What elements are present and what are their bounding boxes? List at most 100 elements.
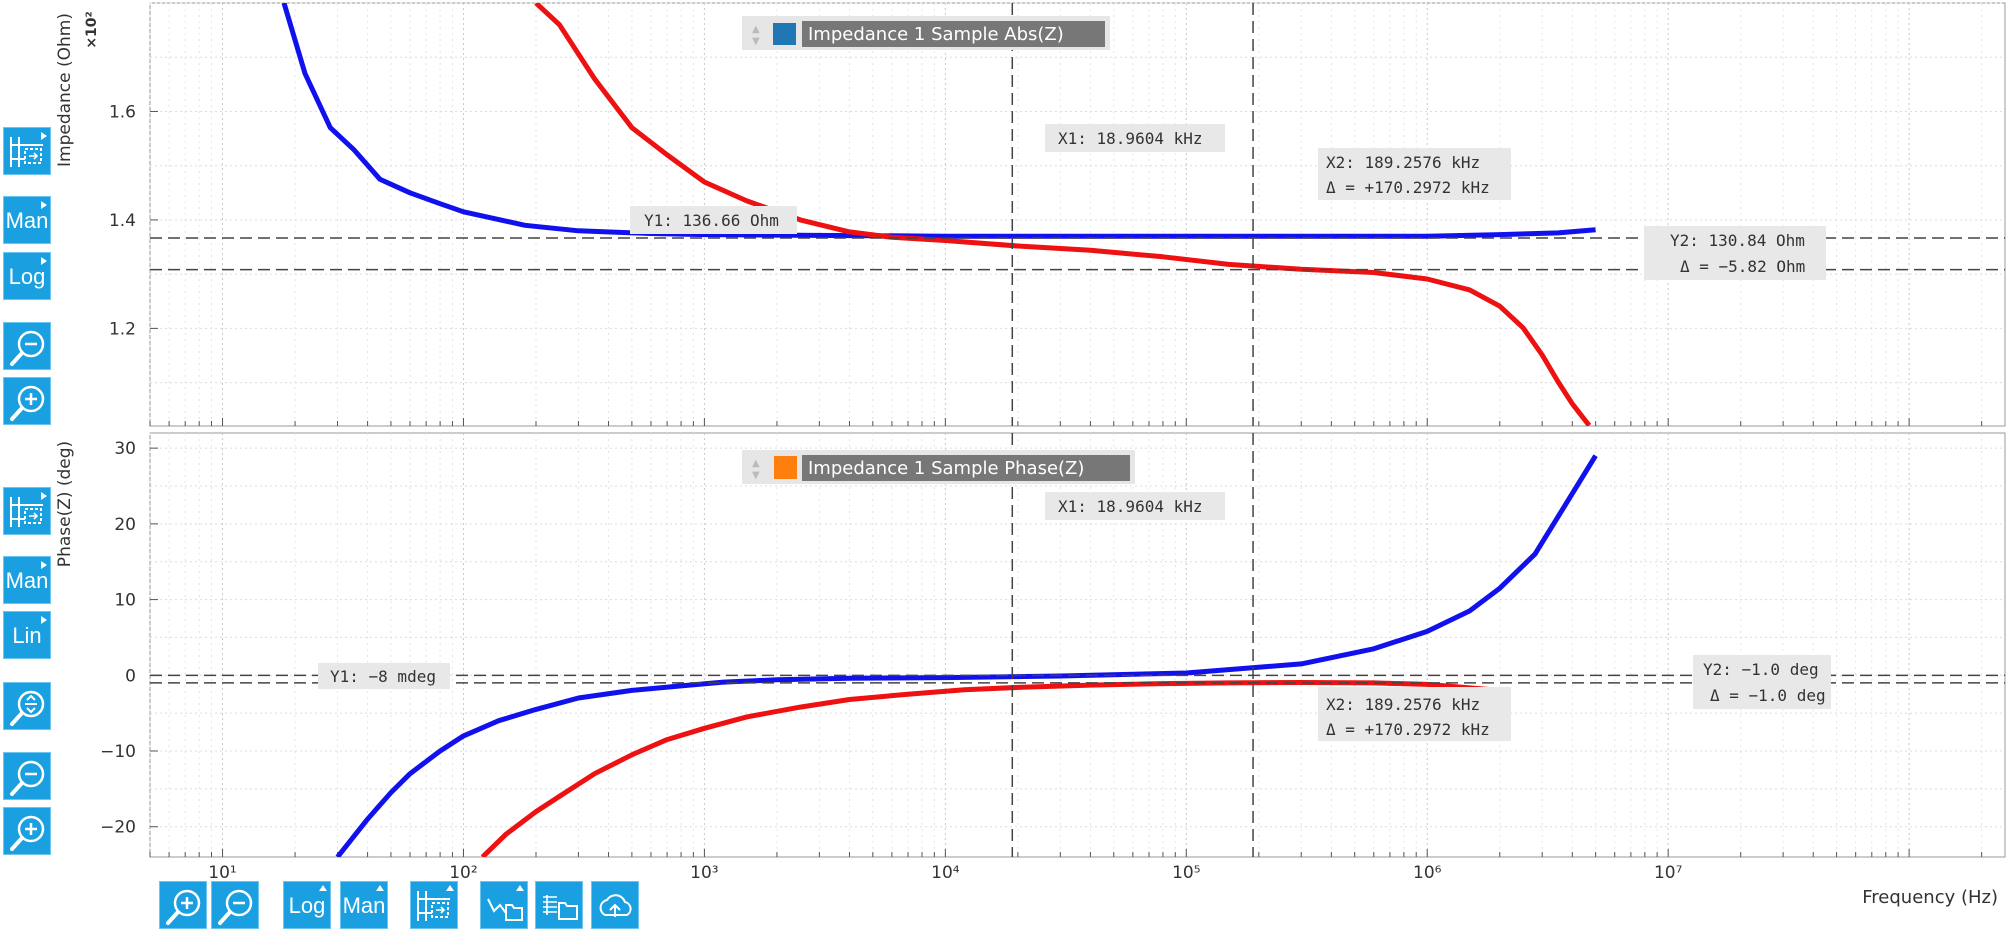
y-tick-label: −10 xyxy=(100,742,136,762)
plot-folder-icon xyxy=(482,883,526,927)
dropdown-arrow-icon xyxy=(516,885,524,891)
bottom-grid xyxy=(149,433,2005,857)
grid-fit-icon xyxy=(5,489,49,533)
bottom-cursor-x2-readout: X2: 189.2576 kHz xyxy=(1326,695,1480,714)
top-plot-frame xyxy=(149,2,2006,427)
dropdown-arrow-icon xyxy=(319,885,327,891)
x-tick-label: 10⁶ xyxy=(1413,863,1442,883)
x-axis-ticks: 10¹ 10² 10³ 10⁴ 10⁵ 10⁶ 10⁷ xyxy=(208,863,1682,883)
table-folder-icon xyxy=(537,883,581,927)
grid-fit-icon xyxy=(5,129,49,173)
manual-range-button-label: Man xyxy=(5,208,49,233)
top-cursor-y2-delta: Δ = −5.82 Ohm xyxy=(1680,257,1805,276)
x-axis-label: Frequency (Hz) xyxy=(1862,887,1998,908)
top-cursor-y1-readout: Y1: 136.66 Ohm xyxy=(644,211,779,230)
y-tick-label: −20 xyxy=(100,818,136,838)
top-cursor-x1-readout: X1: 18.9604 kHz xyxy=(1058,129,1203,148)
top-yticks: 1.2 1.4 1.6 xyxy=(109,102,158,339)
zoom-in-icon xyxy=(5,809,49,853)
dropdown-arrow-icon xyxy=(41,201,47,209)
top-multiplier: ×10² xyxy=(84,11,100,48)
top-cursors[interactable] xyxy=(150,3,2005,426)
zoom-out-button[interactable] xyxy=(3,322,51,370)
zoom-in-icon xyxy=(161,883,205,927)
x-manual-range-button[interactable]: Man xyxy=(340,881,388,929)
y-tick-label: 1.6 xyxy=(109,102,136,122)
fit-settings-button[interactable] xyxy=(3,487,51,535)
manual-range-button-label: Man xyxy=(5,568,49,593)
y-tick-label: 20 xyxy=(114,515,136,535)
svg-text:▼: ▼ xyxy=(752,470,760,481)
top-series xyxy=(281,3,1596,426)
bottom-cursor-x2-delta: Δ = +170.2972 kHz xyxy=(1326,720,1490,739)
x-manual-range-button-label: Man xyxy=(342,893,386,918)
blue-series-line xyxy=(335,454,1598,857)
save-plot-button[interactable] xyxy=(480,881,528,929)
x-tick-label: 10⁴ xyxy=(931,863,960,883)
svg-text:▼: ▼ xyxy=(752,36,760,47)
y-tick-label: 1.4 xyxy=(109,211,136,231)
dropdown-arrow-icon xyxy=(41,132,47,140)
zoom-fit-button[interactable] xyxy=(3,682,51,730)
manual-range-button[interactable]: Man xyxy=(3,196,51,244)
dropdown-arrow-icon xyxy=(41,561,47,569)
top-legend[interactable]: ▲ ▼ Impedance 1 Sample Abs(Z) xyxy=(742,16,1110,50)
red-series-line xyxy=(534,3,1592,426)
linear-scale-button-label: Lin xyxy=(12,623,42,648)
linear-scale-button[interactable]: Lin xyxy=(3,611,51,659)
y-tick-label: 1.2 xyxy=(109,319,136,339)
top-grid xyxy=(149,2,2005,426)
zoom-out-icon xyxy=(5,754,49,798)
top-plot[interactable]: 1.2 1.4 1.6 xyxy=(109,2,2006,427)
bottom-cursors[interactable] xyxy=(150,433,2005,857)
bottom-yticks: −20 −10 0 10 20 30 xyxy=(100,439,158,838)
x-zoom-in-button[interactable] xyxy=(159,881,207,929)
x-log-scale-button-label: Log xyxy=(288,893,326,918)
bottom-cursor-y2-delta: Δ = −1.0 deg xyxy=(1710,686,1826,705)
legend-swatch-blue xyxy=(773,23,796,45)
x-zoom-out-button[interactable] xyxy=(211,881,259,929)
dropdown-arrow-icon xyxy=(446,885,454,891)
manual-range-button[interactable]: Man xyxy=(3,556,51,604)
top-cursor-y2-readout: Y2: 130.84 Ohm xyxy=(1670,231,1805,250)
zoom-in-button[interactable] xyxy=(3,807,51,855)
zoom-out-button[interactable] xyxy=(3,752,51,800)
bottom-legend[interactable]: ▲ ▼ Impedance 1 Sample Phase(Z) xyxy=(742,450,1135,484)
x-tick-label: 10¹ xyxy=(208,863,236,883)
dropdown-arrow-icon xyxy=(41,616,47,624)
x-fit-settings-button[interactable] xyxy=(410,881,458,929)
y-tick-label: 30 xyxy=(114,439,136,459)
legend-updown-icon[interactable]: ▲ xyxy=(752,458,760,469)
log-scale-button[interactable]: Log xyxy=(3,252,51,300)
blue-series-line xyxy=(281,3,1596,239)
log-scale-button-label: Log xyxy=(8,264,46,289)
bottom-ylabel: Phase(Z) (deg) xyxy=(55,441,75,567)
zoom-in-icon xyxy=(5,379,49,423)
x-tick-label: 10² xyxy=(449,863,477,883)
upload-cloud-button[interactable] xyxy=(591,881,639,929)
zoom-fit-icon xyxy=(5,684,49,728)
dropdown-arrow-icon xyxy=(376,885,384,891)
bottom-cursor-x1-readout: X1: 18.9604 kHz xyxy=(1058,497,1203,516)
y-tick-label: 10 xyxy=(114,591,136,611)
dropdown-arrow-icon xyxy=(41,257,47,265)
dropdown-arrow-icon xyxy=(41,492,47,500)
bottom-legend-label: Impedance 1 Sample Phase(Z) xyxy=(808,458,1084,479)
x-tick-label: 10⁵ xyxy=(1172,863,1200,883)
zoom-in-button[interactable] xyxy=(3,377,51,425)
save-table-button[interactable] xyxy=(535,881,583,929)
bottom-cursor-y2-readout: Y2: −1.0 deg xyxy=(1703,660,1819,679)
legend-updown-icon[interactable]: ▲ xyxy=(752,24,760,35)
x-tick-label: 10⁷ xyxy=(1654,863,1683,883)
bottom-cursor-y1-readout: Y1: −8 mdeg xyxy=(330,667,436,686)
top-cursor-x2-delta: Δ = +170.2972 kHz xyxy=(1326,178,1490,197)
top-ylabel: Impedance (Ohm) xyxy=(55,13,75,167)
top-legend-label: Impedance 1 Sample Abs(Z) xyxy=(808,24,1064,45)
x-tick-label: 10³ xyxy=(690,863,718,883)
zoom-out-icon xyxy=(213,883,257,927)
zoom-out-icon xyxy=(5,324,49,368)
x-log-scale-button[interactable]: Log xyxy=(283,881,331,929)
fit-settings-button[interactable] xyxy=(3,127,51,175)
